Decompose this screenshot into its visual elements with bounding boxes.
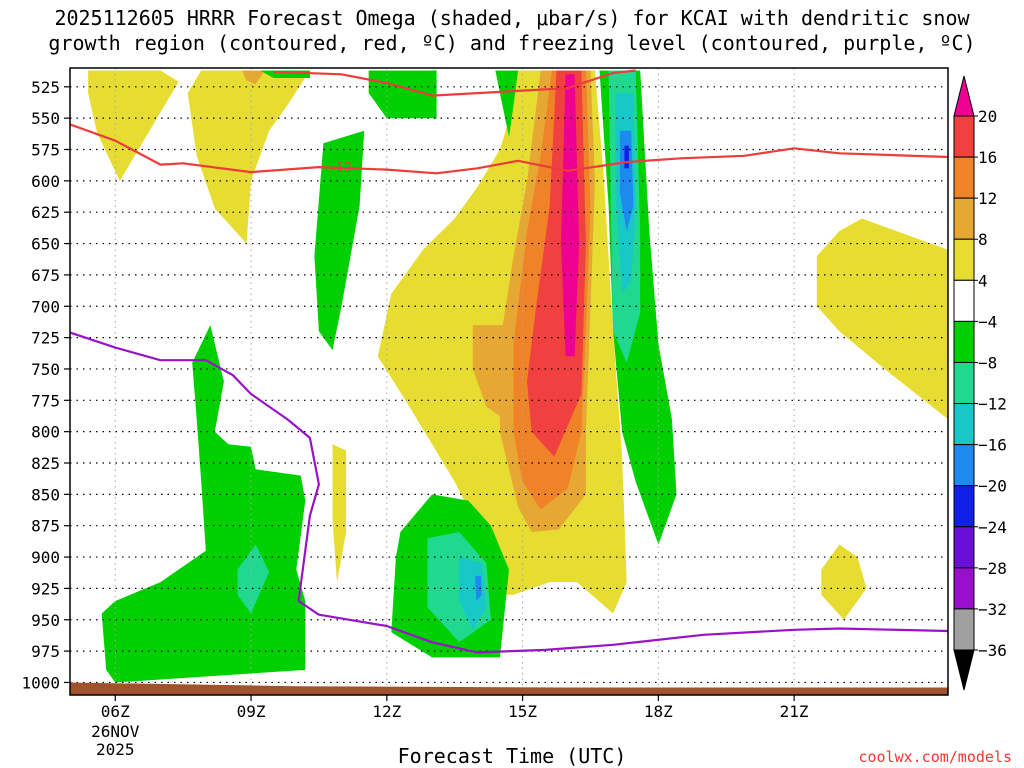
colorbar-bottom-arrow — [953, 649, 975, 691]
omega-region-1 — [187, 70, 310, 244]
omega-region-26 — [624, 145, 629, 169]
y-tick-label: 600 — [31, 172, 60, 191]
omega-region-21 — [475, 575, 482, 601]
y-tick-label: 950 — [31, 611, 60, 630]
y-tick-label: 650 — [31, 235, 60, 254]
omega-region-6 — [472, 325, 519, 420]
colorbar-label: −36 — [978, 641, 1007, 660]
title-line-2: growth region (contoured, red, ºC) and f… — [48, 31, 976, 55]
colorbar-label: −16 — [978, 436, 1007, 455]
y-tick-label: 875 — [31, 517, 60, 536]
y-tick-label: 550 — [31, 109, 60, 128]
y-tick-label: 675 — [31, 266, 60, 285]
colorbar-label: −8 — [978, 353, 997, 372]
colorbar-label: 8 — [978, 230, 988, 249]
colorbar-swatch — [953, 279, 975, 322]
colorbar-label: −20 — [978, 477, 1007, 496]
freezing-level-line — [70, 331, 948, 654]
terrain — [70, 682, 948, 695]
colorbar-swatch — [953, 197, 975, 240]
dgz-contour-line-top — [273, 69, 636, 97]
omega-region-15 — [314, 130, 365, 351]
omega-region-9 — [561, 74, 580, 357]
y-tick-label: 1000 — [21, 673, 60, 692]
terrain-fill — [70, 682, 948, 695]
colorbar-label: 12 — [978, 189, 997, 208]
y-tick-label: 525 — [31, 78, 60, 97]
x-axis-label: Forecast Time (UTC) — [397, 744, 627, 768]
colorbar-swatch — [953, 320, 975, 363]
contours: -12 — [70, 69, 948, 654]
y-tick-label: 625 — [31, 203, 60, 222]
omega-region-3 — [332, 444, 347, 583]
colorbar-label: −4 — [978, 312, 997, 331]
omega-region-0 — [88, 70, 179, 181]
x-tick-label: 15Z — [508, 702, 537, 721]
colorbar-swatch — [953, 485, 975, 528]
colorbar-label: −32 — [978, 600, 1007, 619]
colorbar-swatch — [953, 156, 975, 199]
colorbar-label: −12 — [978, 395, 1007, 414]
x-tick-label: 21Z — [780, 702, 809, 721]
y-tick-label: 900 — [31, 548, 60, 567]
colorbar-label: 20 — [978, 107, 997, 126]
colorbar-swatch — [953, 115, 975, 158]
y-axis: 525 550 575 600 625 650 675 700 725 750 775 800 825 8… — [21, 78, 70, 692]
dgz-contour-line — [70, 123, 948, 175]
y-tick-label: 850 — [31, 485, 60, 504]
omega-region-16 — [101, 325, 306, 683]
omega-region-11 — [821, 544, 867, 620]
omega-region-2 — [242, 70, 265, 85]
colorbar-top-arrow — [953, 75, 975, 117]
dgz-contour-label: -12 — [331, 161, 352, 176]
y-tick-label: 750 — [31, 360, 60, 379]
y-tick-label: 725 — [31, 329, 60, 348]
colorbar-label: −24 — [978, 518, 1007, 537]
colorbar-swatch — [953, 608, 975, 651]
omega-region-25 — [619, 130, 634, 231]
colorbar-swatch — [953, 361, 975, 405]
colorbar-label: −28 — [978, 559, 1007, 578]
y-tick-label: 825 — [31, 454, 60, 473]
colorbar-label: 16 — [978, 148, 997, 167]
x-tick-sublabel: 2025 — [96, 740, 135, 759]
omega-region-20 — [459, 557, 487, 630]
x-tick-label: 09Z — [237, 702, 266, 721]
chart-title: 2025112605 HRRR Forecast Omega (shaded, … — [0, 6, 1024, 56]
y-tick-label: 800 — [31, 423, 60, 442]
colorbar-swatch — [953, 403, 975, 446]
credit-text: coolwx.com/models — [858, 748, 1012, 766]
y-tick-label: 925 — [31, 579, 60, 598]
x-tick-label: 06Z — [101, 702, 130, 721]
colorbar-swatch — [953, 238, 975, 281]
y-tick-label: 975 — [31, 642, 60, 661]
colorbar-swatch — [953, 526, 975, 569]
plot-frame — [69, 67, 949, 696]
x-tick-sublabel: 26NOV — [91, 722, 140, 741]
x-tick-label: 18Z — [644, 702, 673, 721]
omega-region-10 — [816, 218, 948, 420]
colorbar: 20 16 12 8 4 −4 −8 −12 −16 −20 −24 −28 −32 −36 — [953, 75, 1007, 691]
colorbar-swatch — [953, 567, 975, 610]
y-tick-label: 775 — [31, 391, 60, 410]
title-line-1: 2025112605 HRRR Forecast Omega (shaded, … — [54, 6, 970, 30]
omega-shading — [88, 70, 948, 683]
y-tick-label: 700 — [31, 297, 60, 316]
x-tick-label: 12Z — [372, 702, 401, 721]
y-tick-label: 575 — [31, 141, 60, 160]
colorbar-label: 4 — [978, 271, 988, 290]
omega-region-17 — [237, 544, 270, 614]
colorbar-swatch — [953, 444, 975, 487]
